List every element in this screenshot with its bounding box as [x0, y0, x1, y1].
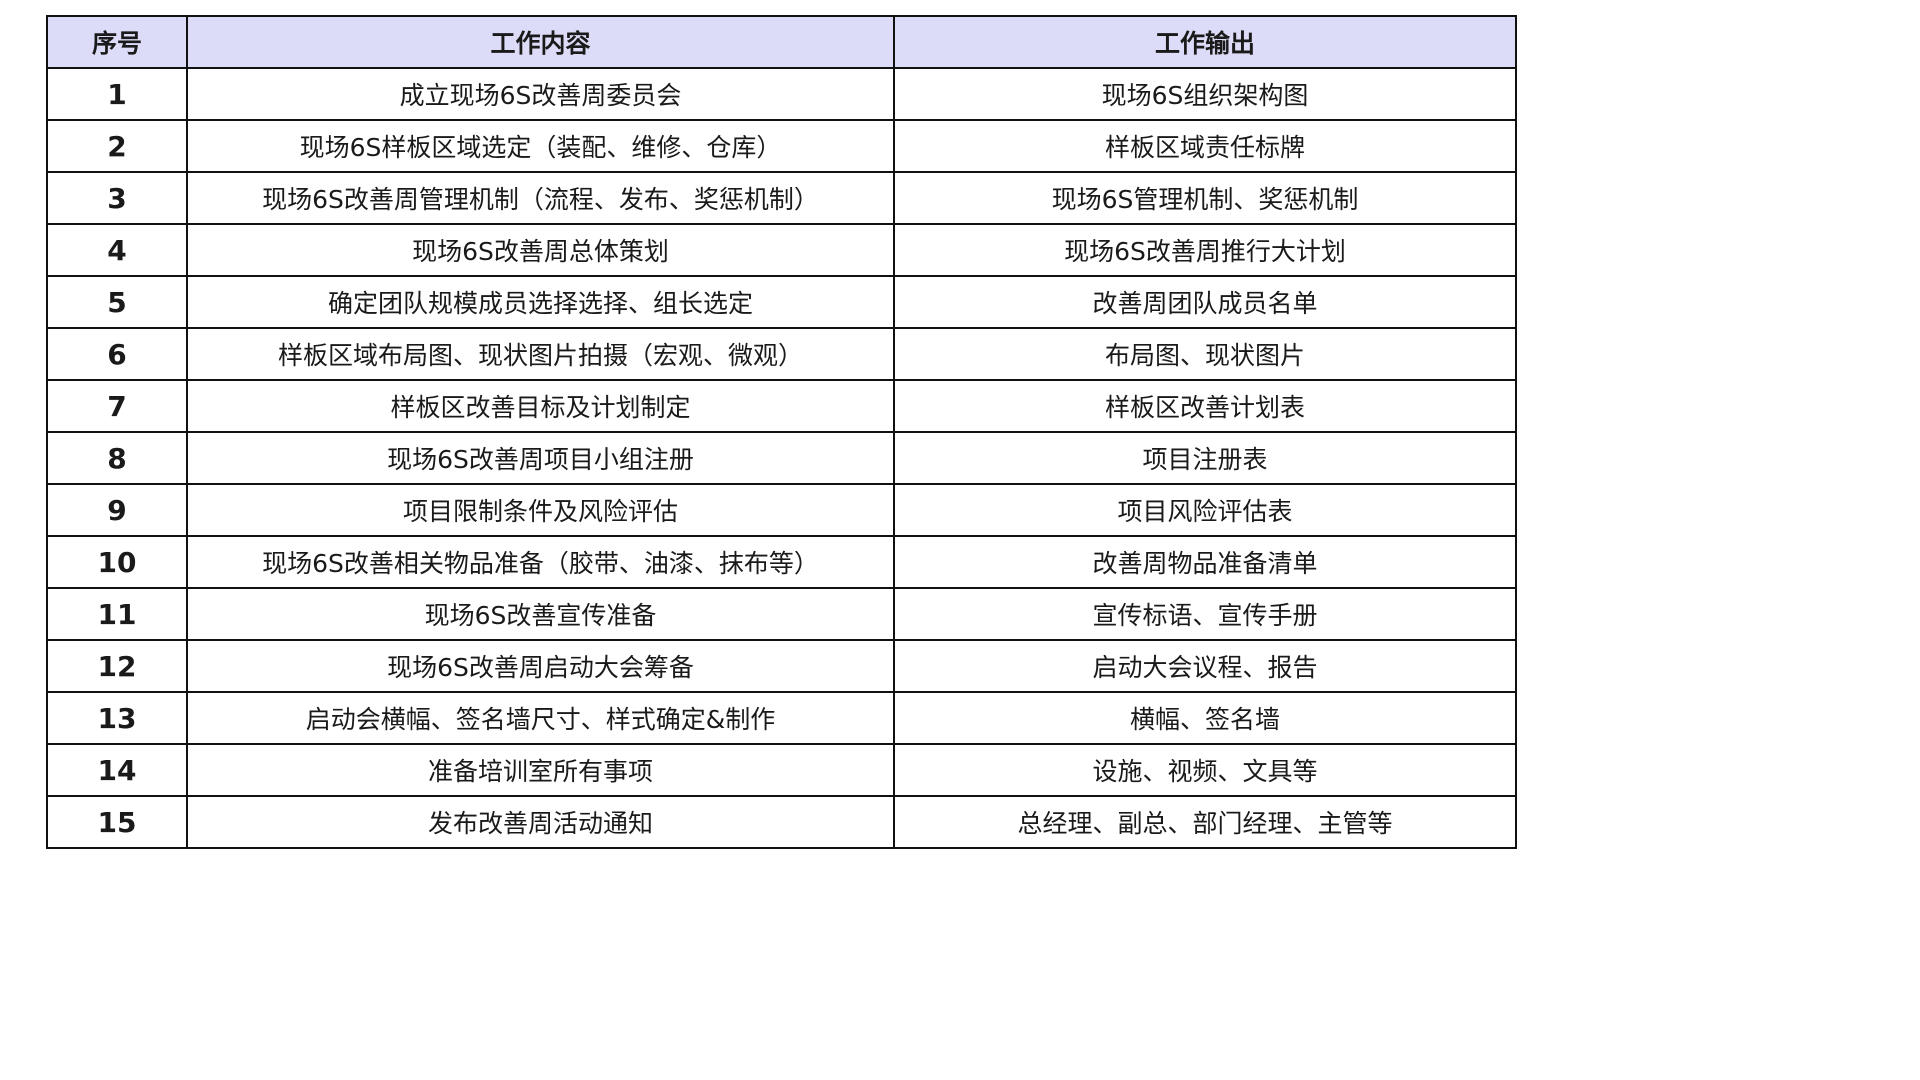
row-number: 14	[46, 743, 188, 797]
work-output: 宣传标语、宣传手册	[893, 587, 1517, 641]
table-row: 11 现场6S改善宣传准备 宣传标语、宣传手册	[46, 587, 1517, 641]
table-row: 8 现场6S改善周项目小组注册 项目注册表	[46, 431, 1517, 485]
work-output: 横幅、签名墙	[893, 691, 1517, 745]
work-content: 成立现场6S改善周委员会	[186, 67, 895, 121]
row-number: 13	[46, 691, 188, 745]
work-output: 项目注册表	[893, 431, 1517, 485]
header-output: 工作输出	[893, 15, 1517, 69]
table-row: 15 发布改善周活动通知 总经理、副总、部门经理、主管等	[46, 795, 1517, 849]
row-number: 9	[46, 483, 188, 537]
work-content: 现场6S改善周总体策划	[186, 223, 895, 277]
work-output: 启动大会议程、报告	[893, 639, 1517, 693]
work-output: 样板区改善计划表	[893, 379, 1517, 433]
row-number: 3	[46, 171, 188, 225]
row-number: 2	[46, 119, 188, 173]
header-no: 序号	[46, 15, 188, 69]
work-content: 现场6S改善相关物品准备（胶带、油漆、抹布等）	[186, 535, 895, 589]
table-row: 3 现场6S改善周管理机制（流程、发布、奖惩机制） 现场6S管理机制、奖惩机制	[46, 171, 1517, 225]
work-content: 启动会横幅、签名墙尺寸、样式确定&制作	[186, 691, 895, 745]
work-content: 准备培训室所有事项	[186, 743, 895, 797]
row-number: 15	[46, 795, 188, 849]
work-output: 改善周物品准备清单	[893, 535, 1517, 589]
table-row: 14 准备培训室所有事项 设施、视频、文具等	[46, 743, 1517, 797]
work-table: 序号 工作内容 工作输出 1 成立现场6S改善周委员会 现场6S组织架构图 2 现场6S…	[46, 15, 1517, 849]
table-row: 4 现场6S改善周总体策划 现场6S改善周推行大计划	[46, 223, 1517, 277]
row-number: 4	[46, 223, 188, 277]
row-number: 5	[46, 275, 188, 329]
table-row: 1 成立现场6S改善周委员会 现场6S组织架构图	[46, 67, 1517, 121]
work-content: 样板区改善目标及计划制定	[186, 379, 895, 433]
row-number: 12	[46, 639, 188, 693]
work-output: 样板区域责任标牌	[893, 119, 1517, 173]
work-content: 现场6S改善周管理机制（流程、发布、奖惩机制）	[186, 171, 895, 225]
work-content: 现场6S改善周启动大会筹备	[186, 639, 895, 693]
work-output: 总经理、副总、部门经理、主管等	[893, 795, 1517, 849]
row-number: 7	[46, 379, 188, 433]
table-row: 2 现场6S样板区域选定（装配、维修、仓库） 样板区域责任标牌	[46, 119, 1517, 173]
work-output: 改善周团队成员名单	[893, 275, 1517, 329]
work-output: 项目风险评估表	[893, 483, 1517, 537]
work-output: 现场6S组织架构图	[893, 67, 1517, 121]
table-row: 12 现场6S改善周启动大会筹备 启动大会议程、报告	[46, 639, 1517, 693]
table-row: 6 样板区域布局图、现状图片拍摄（宏观、微观） 布局图、现状图片	[46, 327, 1517, 381]
work-output: 现场6S管理机制、奖惩机制	[893, 171, 1517, 225]
row-number: 10	[46, 535, 188, 589]
table-row: 7 样板区改善目标及计划制定 样板区改善计划表	[46, 379, 1517, 433]
header-content: 工作内容	[186, 15, 895, 69]
row-number: 8	[46, 431, 188, 485]
row-number: 1	[46, 67, 188, 121]
work-output: 设施、视频、文具等	[893, 743, 1517, 797]
table-row: 10 现场6S改善相关物品准备（胶带、油漆、抹布等） 改善周物品准备清单	[46, 535, 1517, 589]
table-row: 13 启动会横幅、签名墙尺寸、样式确定&制作 横幅、签名墙	[46, 691, 1517, 745]
work-content: 发布改善周活动通知	[186, 795, 895, 849]
work-content: 样板区域布局图、现状图片拍摄（宏观、微观）	[186, 327, 895, 381]
row-number: 6	[46, 327, 188, 381]
work-content: 项目限制条件及风险评估	[186, 483, 895, 537]
table-row: 5 确定团队规模成员选择选择、组长选定 改善周团队成员名单	[46, 275, 1517, 329]
work-output: 布局图、现状图片	[893, 327, 1517, 381]
table-row: 9 项目限制条件及风险评估 项目风险评估表	[46, 483, 1517, 537]
work-content: 现场6S样板区域选定（装配、维修、仓库）	[186, 119, 895, 173]
table-header-row: 序号 工作内容 工作输出	[46, 15, 1517, 69]
row-number: 11	[46, 587, 188, 641]
work-content: 现场6S改善宣传准备	[186, 587, 895, 641]
work-content: 现场6S改善周项目小组注册	[186, 431, 895, 485]
work-content: 确定团队规模成员选择选择、组长选定	[186, 275, 895, 329]
work-output: 现场6S改善周推行大计划	[893, 223, 1517, 277]
